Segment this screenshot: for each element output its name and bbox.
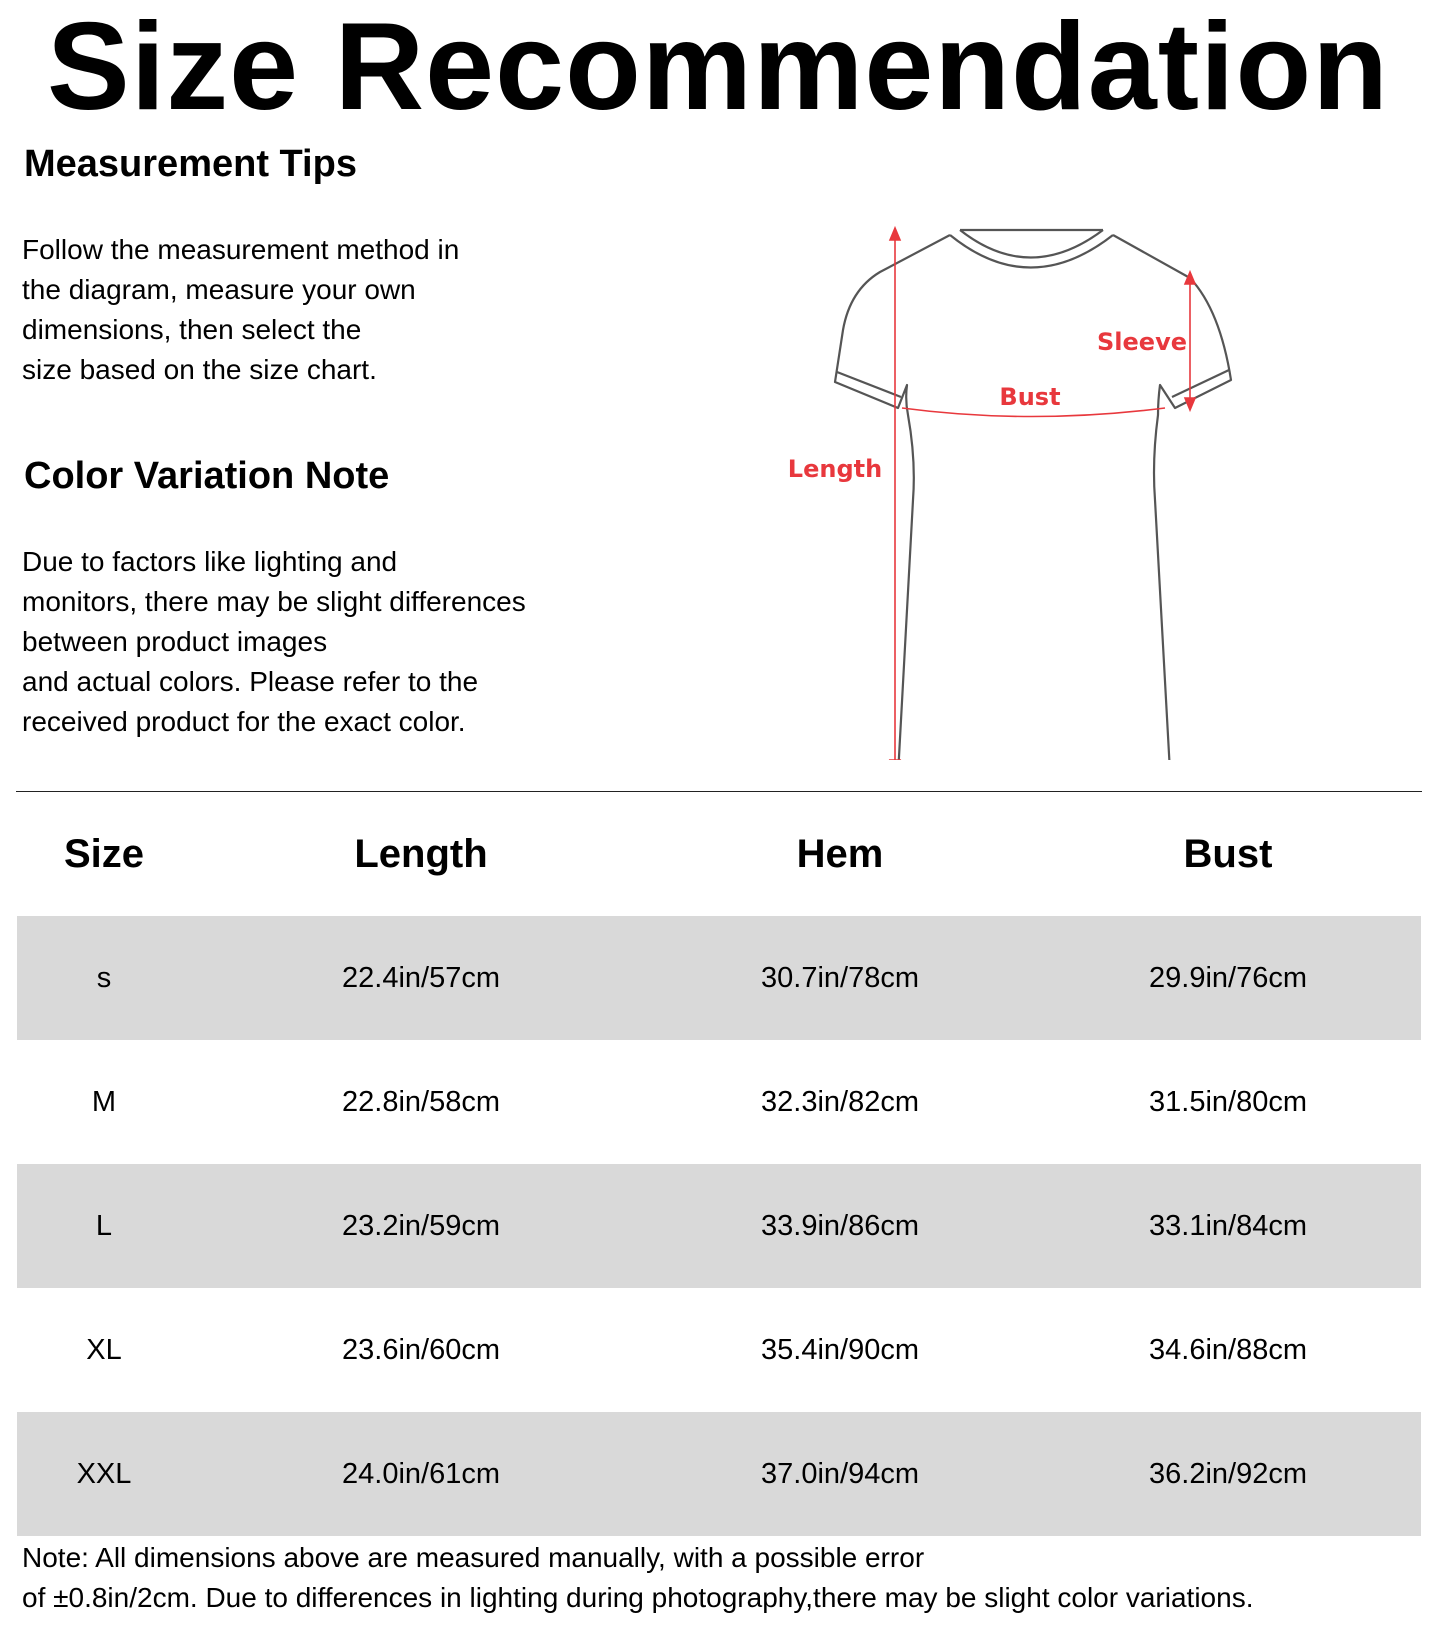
table-row: XL 23.6in/60cm 35.4in/90cm 34.6in/88cm [17, 1288, 1421, 1412]
table-row: s 22.4in/57cm 30.7in/78cm 29.9in/76cm [17, 916, 1421, 1040]
cell-bust: 29.9in/76cm [1149, 961, 1307, 994]
cell-bust: 36.2in/92cm [1149, 1457, 1307, 1490]
cell-size: s [96, 961, 112, 994]
cell-length: 23.2in/59cm [342, 1209, 500, 1242]
sleeve-label: Sleeve [1097, 328, 1187, 356]
color-note-heading: Color Variation Note [24, 455, 390, 497]
text-line: and actual colors. Please refer to the [22, 666, 479, 697]
table-row: XXL 24.0in/61cm 37.0in/94cm 36.2in/92cm [17, 1412, 1421, 1536]
color-note-text: Due to factors like lighting and monitor… [22, 542, 526, 742]
cell-hem: 37.0in/94cm [761, 1457, 919, 1490]
cell-length: 24.0in/61cm [342, 1457, 500, 1490]
text-line: size based on the size chart. [22, 354, 377, 385]
section-divider [16, 791, 1422, 792]
text-line: the diagram, measure your own [22, 274, 416, 305]
text-line: Due to factors like lighting and [22, 546, 398, 577]
note-line: of ±0.8in/2cm. Due to differences in lig… [22, 1582, 1254, 1613]
text-line: received product for the exact color. [22, 706, 466, 737]
table-row: L 23.2in/59cm 33.9in/86cm 33.1in/84cm [17, 1164, 1421, 1288]
cell-size: L [95, 1209, 113, 1242]
cell-size: XXL [76, 1457, 132, 1490]
cell-hem: 35.4in/90cm [761, 1333, 919, 1366]
header-hem: Hem [796, 831, 884, 876]
cell-hem: 30.7in/78cm [761, 961, 919, 994]
tshirt-measurement-diagram: Length Bust Sleeve [788, 225, 1233, 760]
footnote: Note: All dimensions above are measured … [22, 1538, 1253, 1618]
table-row: M 22.8in/58cm 32.3in/82cm 31.5in/80cm [17, 1040, 1421, 1164]
text-line: between product images [22, 626, 328, 657]
bust-label: Bust [999, 383, 1060, 411]
cell-length: 23.6in/60cm [342, 1333, 500, 1366]
measurement-tips-text: Follow the measurement method in the dia… [22, 230, 459, 390]
tshirt-outline [833, 228, 1233, 760]
cell-bust: 31.5in/80cm [1149, 1085, 1307, 1118]
header-length: Length [354, 831, 488, 876]
length-label: Length [788, 455, 882, 483]
cell-bust: 34.6in/88cm [1149, 1333, 1307, 1366]
table-header: Size Length Hem Bust [17, 792, 1421, 916]
header-size: Size [63, 831, 145, 876]
cell-size: M [91, 1085, 117, 1118]
header-bust: Bust [1183, 831, 1273, 876]
note-line: Note: All dimensions above are measured … [22, 1542, 925, 1573]
page-title: Size Recommendation [47, 0, 1389, 136]
text-line: monitors, there may be slight difference… [22, 586, 526, 617]
text-line: dimensions, then select the [22, 314, 362, 345]
cell-hem: 33.9in/86cm [761, 1209, 919, 1242]
measurement-tips-heading: Measurement Tips [24, 143, 357, 185]
cell-length: 22.8in/58cm [342, 1085, 500, 1118]
cell-hem: 32.3in/82cm [761, 1085, 919, 1118]
cell-bust: 33.1in/84cm [1149, 1209, 1307, 1242]
cell-length: 22.4in/57cm [342, 961, 500, 994]
text-line: Follow the measurement method in [22, 234, 460, 265]
cell-size: XL [86, 1333, 122, 1366]
measurement-lines [888, 225, 1197, 760]
